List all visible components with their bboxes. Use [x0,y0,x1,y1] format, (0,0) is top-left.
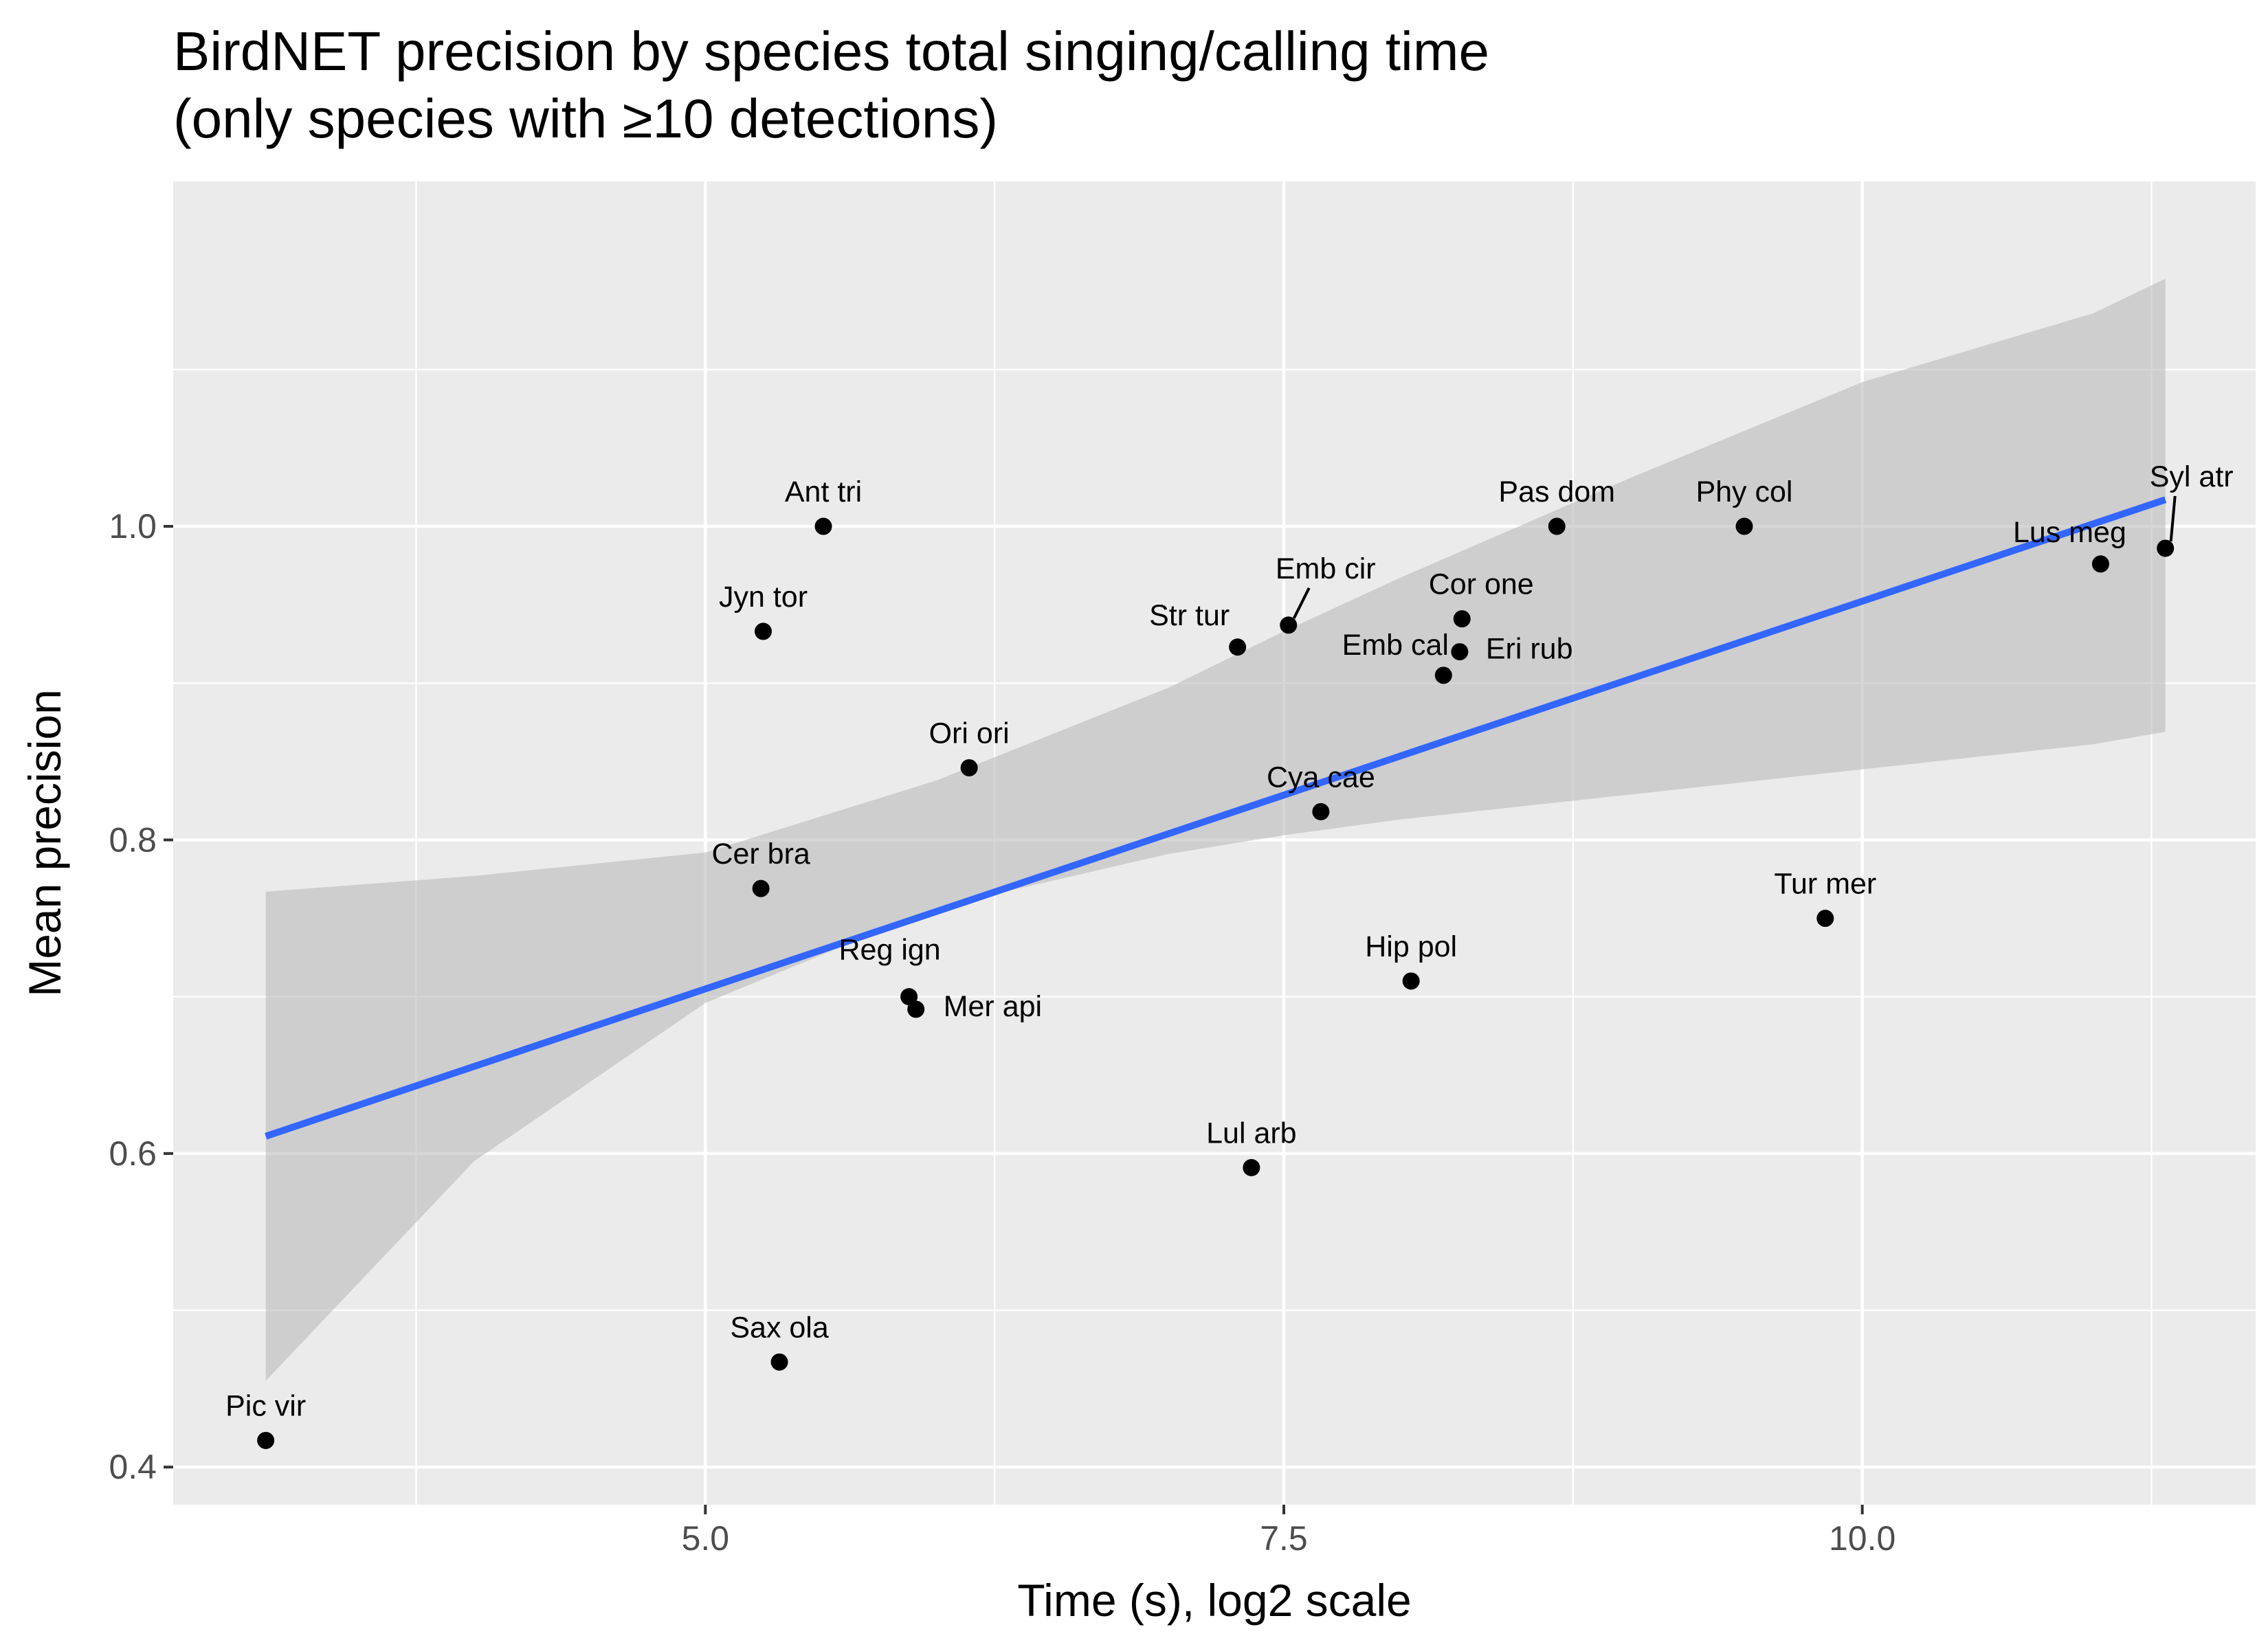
chart-title: BirdNET precision by species total singi… [173,21,1489,82]
point-label: Emb cir [1276,552,1376,585]
point-label: Tur mer [1774,868,1876,901]
point-label: Pic vir [225,1389,306,1422]
y-tick-label: 0.6 [109,1134,157,1173]
point-label: Phy col [1696,475,1792,508]
point-label: Jyn tor [719,581,808,614]
y-tick-label: 1.0 [109,507,157,546]
x-axis-title: Time (s), log2 scale [1017,1575,1411,1626]
data-point [900,988,918,1006]
point-label: Emb cal [1342,629,1449,662]
data-point [2091,555,2109,573]
point-label: Str tur [1149,599,1230,632]
x-axis: 5.0 7.5 10.0 [682,1505,1895,1558]
point-label: Ori ori [929,717,1010,750]
data-point [755,622,772,640]
data-point [814,517,832,535]
data-point [1453,610,1471,628]
point-label: Syl atr [2150,460,2234,493]
data-point [907,1000,925,1018]
y-tick-label: 0.8 [109,820,157,859]
data-point [1229,638,1247,656]
point-label: Cor one [1429,568,1534,601]
point-label: Cya cae [1267,761,1375,794]
data-point [770,1353,788,1371]
point-labels: Pic vir Sax ola Jyn tor Cer bra Ant tri Reg i… [225,460,2234,1422]
confidence-band [265,278,2166,1381]
label-leader-line [2169,495,2177,542]
chart-subtitle: (only species with ≥10 detections) [173,88,998,149]
point-label: Pas dom [1498,475,1615,508]
point-label: Hip pol [1365,930,1457,963]
trend-line [265,496,2167,1140]
data-point [1735,517,1753,535]
point-label: Sax ola [730,1311,829,1344]
y-tick-label: 0.4 [109,1448,157,1486]
point-label: Lul arb [1206,1117,1296,1149]
data-points [257,517,2175,1449]
y-axis: 0.4 0.6 0.8 1.0 [109,507,173,1486]
data-point [1280,616,1298,634]
data-point [1402,972,1420,990]
x-tick-label: 10.0 [1829,1519,1895,1558]
data-point [1434,666,1452,684]
data-point [1312,803,1330,820]
data-point [1243,1158,1260,1176]
data-point [752,879,770,897]
data-point [1816,910,1834,928]
data-point [1451,643,1469,661]
point-label: Reg ign [838,934,940,967]
x-tick-label: 5.0 [682,1519,730,1558]
point-label: Cer bra [711,838,810,871]
x-tick-label: 7.5 [1260,1519,1308,1558]
data-point [2157,539,2175,557]
y-axis-title: Mean precision [19,689,70,997]
point-label: Eri rub [1486,633,1573,666]
data-point [1548,517,1566,535]
point-label: Mer api [944,990,1042,1023]
point-label: Lus meg [2013,516,2126,549]
data-point [257,1431,275,1449]
point-label: Ant tri [785,475,862,508]
label-leader-line [1292,587,1311,619]
data-point [960,759,978,776]
